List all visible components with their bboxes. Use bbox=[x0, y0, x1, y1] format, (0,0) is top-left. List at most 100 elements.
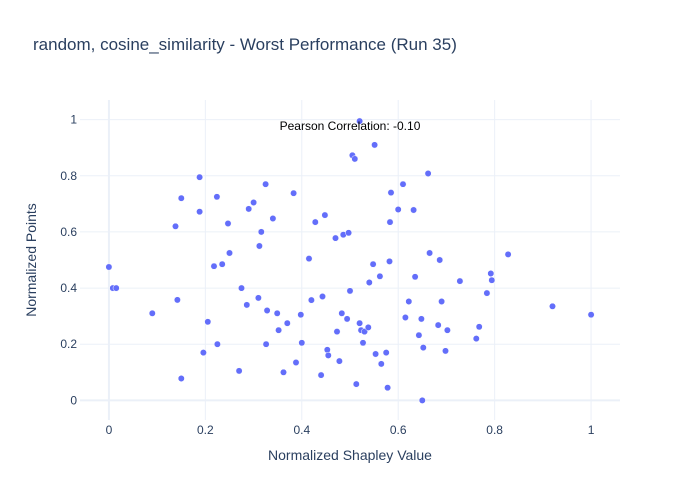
data-point bbox=[442, 347, 449, 355]
data-point bbox=[399, 180, 407, 188]
data-point bbox=[343, 315, 351, 323]
data-point bbox=[280, 368, 287, 376]
data-point bbox=[112, 284, 120, 292]
data-point bbox=[298, 339, 306, 347]
ticks-layer: 0 0.2 0.4 0.6 0.8 1 0 0.2 0.4 0.6 0.8 1 bbox=[60, 113, 594, 437]
data-point bbox=[424, 170, 432, 177]
data-point bbox=[297, 311, 305, 319]
data-point bbox=[436, 256, 444, 264]
data-point bbox=[317, 371, 325, 379]
data-point bbox=[333, 328, 341, 336]
data-point bbox=[177, 375, 185, 382]
data-point bbox=[290, 189, 298, 197]
pearson-annotation: Pearson Correlation: -0.10 bbox=[280, 119, 421, 133]
data-point bbox=[172, 222, 179, 230]
data-point bbox=[384, 384, 392, 392]
data-point bbox=[148, 309, 156, 317]
data-point bbox=[456, 277, 464, 285]
data-point bbox=[410, 206, 418, 214]
data-point bbox=[387, 189, 395, 197]
points-layer bbox=[105, 117, 595, 404]
data-point bbox=[255, 242, 263, 250]
y-tick-label: 0.2 bbox=[60, 337, 77, 351]
data-point bbox=[371, 141, 379, 149]
data-point bbox=[438, 298, 446, 305]
x-tick-label: 0.6 bbox=[390, 423, 407, 437]
data-point bbox=[224, 220, 232, 227]
data-point bbox=[411, 273, 419, 281]
data-point bbox=[345, 229, 353, 237]
data-point bbox=[245, 205, 253, 213]
data-point bbox=[323, 346, 331, 354]
y-tick-label: 0.6 bbox=[60, 225, 77, 239]
data-point bbox=[250, 199, 258, 206]
data-point bbox=[283, 319, 291, 327]
data-point bbox=[386, 257, 393, 265]
data-point bbox=[262, 180, 270, 188]
chart-title: random, cosine_similarity - Worst Perfor… bbox=[33, 35, 457, 54]
data-point bbox=[311, 218, 319, 226]
data-point bbox=[475, 323, 483, 331]
data-point bbox=[417, 315, 425, 323]
data-point bbox=[273, 309, 281, 317]
x-axis-label: Normalized Shapley Value bbox=[268, 447, 432, 463]
data-point bbox=[415, 331, 423, 339]
data-point bbox=[275, 326, 283, 334]
data-point bbox=[364, 323, 372, 331]
data-point bbox=[386, 218, 394, 226]
data-point bbox=[196, 173, 204, 181]
data-point bbox=[351, 155, 359, 163]
y-tick-label: 0 bbox=[70, 393, 77, 407]
data-point bbox=[238, 284, 245, 292]
y-axis-label: Normalized Points bbox=[23, 203, 39, 317]
data-point bbox=[488, 276, 496, 284]
data-point bbox=[338, 309, 346, 317]
data-point bbox=[269, 215, 277, 222]
data-point bbox=[365, 279, 373, 286]
data-point bbox=[419, 344, 427, 352]
y-tick-label: 0.4 bbox=[60, 281, 77, 295]
data-point bbox=[213, 340, 221, 348]
grid-layer bbox=[80, 100, 620, 420]
data-point bbox=[359, 339, 367, 347]
x-tick-label: 0 bbox=[106, 423, 113, 437]
data-point bbox=[243, 301, 251, 309]
x-tick-label: 1 bbox=[588, 423, 595, 437]
y-tick-label: 1 bbox=[70, 113, 77, 127]
data-point bbox=[204, 318, 212, 326]
data-point bbox=[307, 296, 315, 304]
data-point bbox=[262, 340, 270, 348]
data-point bbox=[218, 260, 226, 268]
data-point bbox=[324, 351, 332, 359]
data-point bbox=[587, 311, 595, 319]
data-point bbox=[405, 298, 413, 305]
data-point bbox=[487, 270, 495, 277]
data-point bbox=[199, 349, 207, 357]
data-point bbox=[177, 194, 185, 202]
data-point bbox=[443, 326, 451, 334]
data-point bbox=[369, 260, 377, 268]
data-point bbox=[263, 307, 271, 314]
data-point bbox=[321, 211, 329, 219]
data-point bbox=[504, 250, 512, 258]
data-point bbox=[352, 380, 360, 388]
data-point bbox=[394, 206, 402, 213]
data-point bbox=[196, 208, 204, 216]
data-point bbox=[549, 302, 556, 310]
data-point bbox=[332, 234, 339, 242]
data-point bbox=[257, 228, 265, 236]
x-tick-label: 0.2 bbox=[197, 423, 214, 437]
data-point bbox=[346, 287, 354, 295]
data-point bbox=[382, 349, 390, 357]
data-point bbox=[426, 249, 434, 257]
data-point bbox=[377, 360, 385, 368]
data-point bbox=[401, 314, 409, 321]
data-point bbox=[356, 319, 364, 327]
x-tick-label: 0.8 bbox=[486, 423, 503, 437]
data-point bbox=[418, 396, 426, 404]
data-point bbox=[335, 357, 343, 365]
x-tick-label: 0.4 bbox=[293, 423, 310, 437]
data-point bbox=[472, 335, 480, 343]
data-point bbox=[434, 321, 442, 329]
